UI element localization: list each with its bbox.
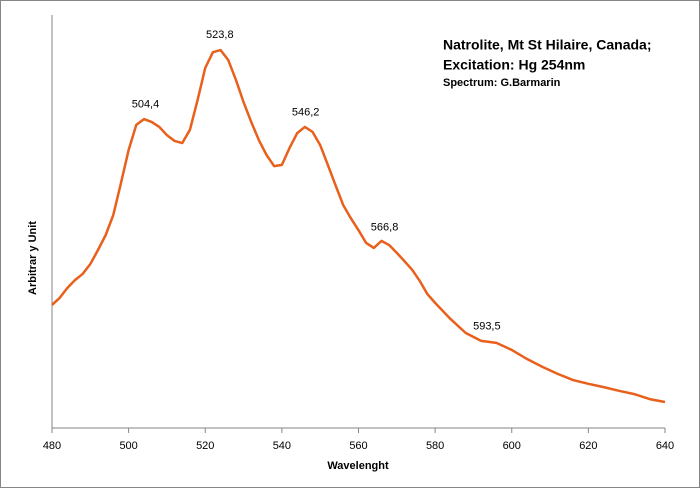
x-tick-label: 500 (119, 440, 137, 452)
peak-label: 566,8 (371, 221, 399, 233)
x-tick-label: 480 (43, 440, 61, 452)
spectrum-line (51, 48, 666, 404)
chart-subtitle: Excitation: Hg 254nm (443, 57, 585, 73)
x-tick-label: 580 (426, 440, 444, 452)
peak-label: 504,4 (132, 99, 160, 111)
x-tick-label: 600 (503, 440, 521, 452)
peak-label: 546,2 (292, 106, 320, 118)
x-tick-label: 620 (579, 440, 597, 452)
peak-label: 593,5 (473, 321, 501, 333)
chart-title: Natrolite, Mt St Hilaire, Canada; (443, 37, 651, 53)
x-axis-title: Wavelenght (327, 460, 389, 472)
y-axis-title: Arbitrar y Unit (27, 221, 39, 295)
chart-credit: Spectrum: G.Barmarin (443, 77, 561, 89)
peak-label: 523,8 (206, 29, 234, 41)
x-tick-label: 560 (349, 440, 367, 452)
x-tick-label: 540 (273, 440, 291, 452)
x-tick-label: 640 (656, 440, 674, 452)
x-tick-label: 520 (196, 440, 214, 452)
